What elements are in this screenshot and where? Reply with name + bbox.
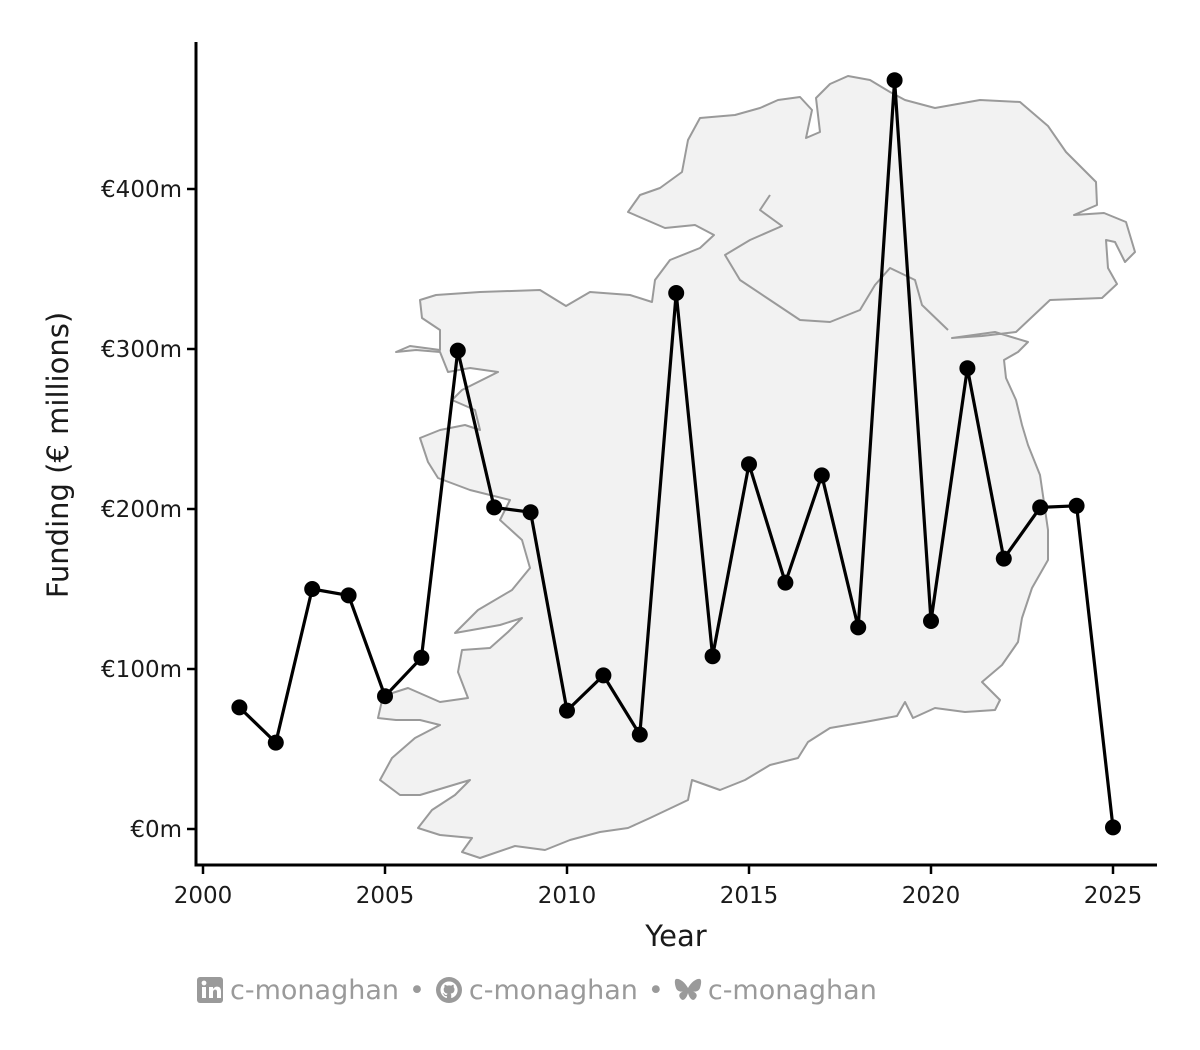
data-point [1105,819,1121,836]
data-point [486,499,503,516]
data-point [340,587,357,604]
data-point [595,667,612,684]
x-tick-label: 2010 [538,883,597,909]
data-point [850,619,867,636]
caption: c-monaghan • c-monaghan • c-monaghan [196,970,877,1010]
data-point [377,688,393,705]
caption-linkedin-handle[interactable]: c-monaghan [230,974,399,1006]
x-axis-title: Year [644,919,706,953]
caption-separator: • [647,974,664,1006]
data-point [995,550,1012,567]
data-layer [231,72,1121,836]
ireland-map-shape [377,75,1136,859]
caption-separator: • [408,974,425,1006]
data-point [668,285,685,301]
data-point [923,613,939,629]
bluesky-butterfly-icon[interactable] [674,976,702,1004]
x-tick-label: 2015 [720,883,779,909]
y-tick-label: €200m [101,497,182,523]
y-tick-label: €300m [101,337,182,363]
data-point [304,581,321,597]
data-point [1032,499,1049,516]
data-point [522,504,539,521]
data-point [704,648,721,665]
data-point [559,702,575,719]
x-tick-label: 2025 [1084,883,1143,909]
data-point [631,726,648,743]
y-tick-label: €100m [101,657,182,683]
data-point [267,734,284,751]
data-point [777,574,794,591]
caption-github-handle[interactable]: c-monaghan [468,974,638,1006]
linkedin-icon[interactable] [196,976,224,1004]
github-icon[interactable] [435,976,463,1004]
data-point [813,467,830,484]
data-point [449,342,466,359]
y-tick-label: €400m [101,177,182,203]
axes: €0m €100m €200m €300m €400m 2000 2005 2010 2015 2… [41,42,1157,953]
y-tick-label: €0m [130,817,182,843]
caption-bluesky-handle[interactable]: c-monaghan [707,974,877,1006]
data-point [231,699,248,716]
data-point [1068,497,1085,514]
x-tick-label: 2005 [356,883,415,909]
x-tick-label: 2020 [902,883,961,909]
data-point [741,456,757,473]
data-point [886,72,903,89]
data-point [959,360,976,377]
x-tick-label: 2000 [174,883,233,909]
y-axis-title: Funding (€ millions) [41,312,75,598]
data-point [413,649,430,666]
